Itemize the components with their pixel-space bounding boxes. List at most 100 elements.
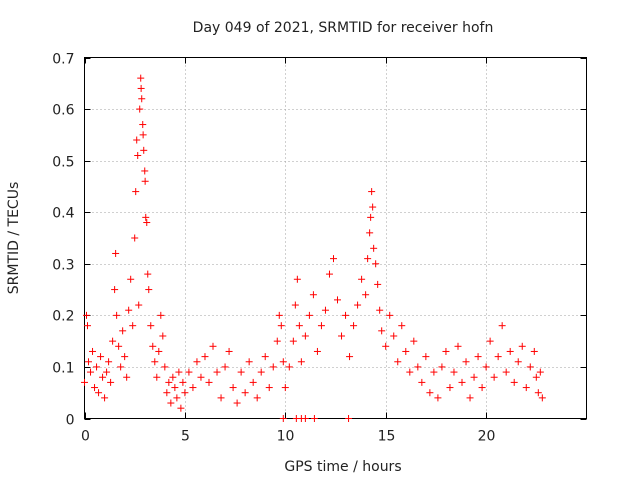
data-point (136, 105, 144, 113)
data-point (378, 327, 386, 335)
data-point (113, 311, 121, 319)
y-tick-label: 0.5 (52, 155, 74, 171)
data-point (221, 363, 229, 371)
data-point (213, 368, 221, 376)
data-point (233, 399, 241, 407)
data-point (229, 384, 237, 392)
data-point (93, 363, 101, 371)
data-point (462, 358, 470, 366)
data-point (410, 337, 418, 345)
x-tick-label: 15 (378, 429, 396, 445)
data-point (135, 301, 143, 309)
data-point (398, 322, 406, 330)
data-point (534, 389, 542, 397)
data-point (470, 373, 478, 381)
data-point (109, 337, 117, 345)
data-point (117, 363, 125, 371)
data-point (197, 373, 205, 381)
data-point (538, 394, 546, 402)
data-point (368, 188, 376, 196)
data-point (342, 311, 350, 319)
data-point (354, 301, 362, 309)
data-point (107, 378, 115, 386)
data-point (474, 353, 482, 361)
data-point (225, 347, 233, 355)
data-point (364, 255, 372, 263)
data-point (153, 373, 161, 381)
data-point (297, 358, 305, 366)
data-point (338, 332, 346, 340)
grid (84, 57, 587, 419)
data-point (301, 332, 309, 340)
data-point (125, 306, 133, 314)
data-point (532, 373, 540, 381)
data-point (434, 394, 442, 402)
data-point (91, 384, 99, 392)
data-point (245, 358, 253, 366)
data-point (518, 342, 526, 350)
x-tick-label: 0 (81, 429, 90, 445)
data-point (309, 291, 317, 299)
data-point (478, 384, 486, 392)
data-point (185, 368, 193, 376)
data-point (285, 363, 293, 371)
data-point (133, 136, 141, 144)
data-point (279, 415, 287, 422)
data-point (279, 358, 287, 366)
y-tick-label: 0.4 (52, 206, 74, 222)
data-point (161, 363, 169, 371)
data-point (386, 311, 394, 319)
data-point (181, 389, 189, 397)
data-point (144, 270, 152, 278)
data-point (367, 213, 375, 221)
data-point (522, 384, 530, 392)
plot-frame (84, 57, 587, 419)
data-point (121, 353, 129, 361)
y-tick-label: 0.2 (52, 309, 74, 325)
data-point (111, 286, 119, 294)
data-point (159, 332, 167, 340)
data-point (510, 378, 518, 386)
data-point (175, 368, 183, 376)
y-tick-label: 0.7 (52, 52, 74, 68)
data-point (305, 311, 313, 319)
data-point (132, 188, 140, 196)
data-point (163, 389, 171, 397)
data-point (165, 378, 173, 386)
data-point (84, 322, 92, 330)
data-point (237, 368, 245, 376)
data-point (249, 378, 257, 386)
data-point (149, 342, 157, 350)
data-point (442, 347, 450, 355)
data-point (101, 394, 109, 402)
data-point (345, 415, 353, 422)
y-tick-label: 0 (66, 413, 75, 429)
data-point (155, 347, 163, 355)
data-point (140, 146, 148, 154)
data-point (372, 260, 380, 268)
data-point (498, 322, 506, 330)
data-point (173, 394, 181, 402)
data-point (275, 311, 283, 319)
data-point (370, 244, 378, 252)
data-point (201, 353, 209, 361)
x-tick-label: 20 (478, 429, 496, 445)
data-point (482, 363, 490, 371)
data-point (329, 255, 337, 263)
x-axis-ticks: 0 5 10 15 20 (81, 57, 496, 445)
data-point (209, 342, 217, 350)
data-point (317, 322, 325, 330)
data-point (369, 203, 377, 211)
data-point (366, 229, 374, 237)
data-point (119, 327, 127, 335)
data-point (177, 404, 185, 412)
data-point (265, 384, 273, 392)
data-point (142, 213, 150, 221)
data-point (281, 384, 289, 392)
data-point (157, 311, 165, 319)
data-point (430, 368, 438, 376)
data-point (103, 368, 111, 376)
data-point (506, 347, 514, 355)
x-tick-label: 10 (277, 429, 295, 445)
